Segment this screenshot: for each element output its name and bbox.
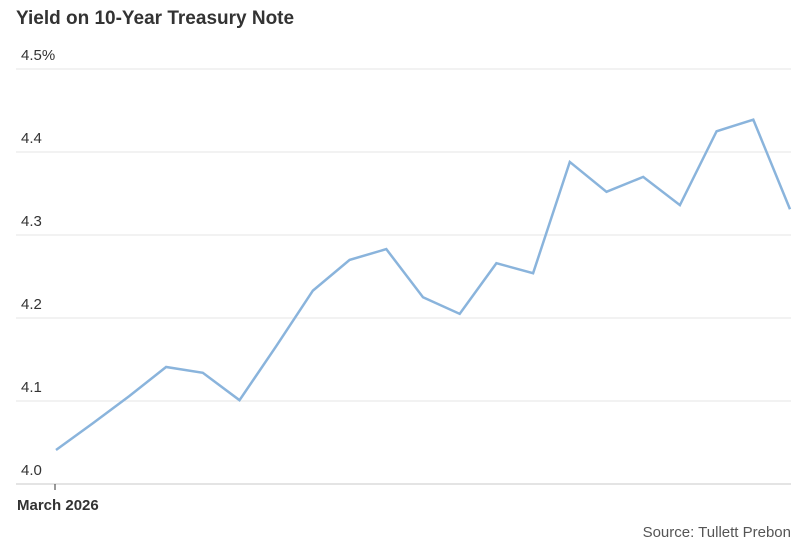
y-tick-label: 4.1	[21, 379, 42, 396]
y-tick-label: 4.4	[21, 130, 42, 147]
series-line	[55, 118, 792, 451]
chart-title: Yield on 10-Year Treasury Note	[16, 8, 295, 29]
x-tick-label: March 2026	[17, 497, 99, 514]
y-tick-label: 4.2	[21, 296, 42, 313]
source-note: Source: Tullett Prebon	[642, 524, 791, 541]
y-tick-label: 4.0	[21, 462, 42, 479]
y-tick-label: 4.3	[21, 213, 42, 230]
y-tick-label: 4.5%	[21, 47, 55, 64]
